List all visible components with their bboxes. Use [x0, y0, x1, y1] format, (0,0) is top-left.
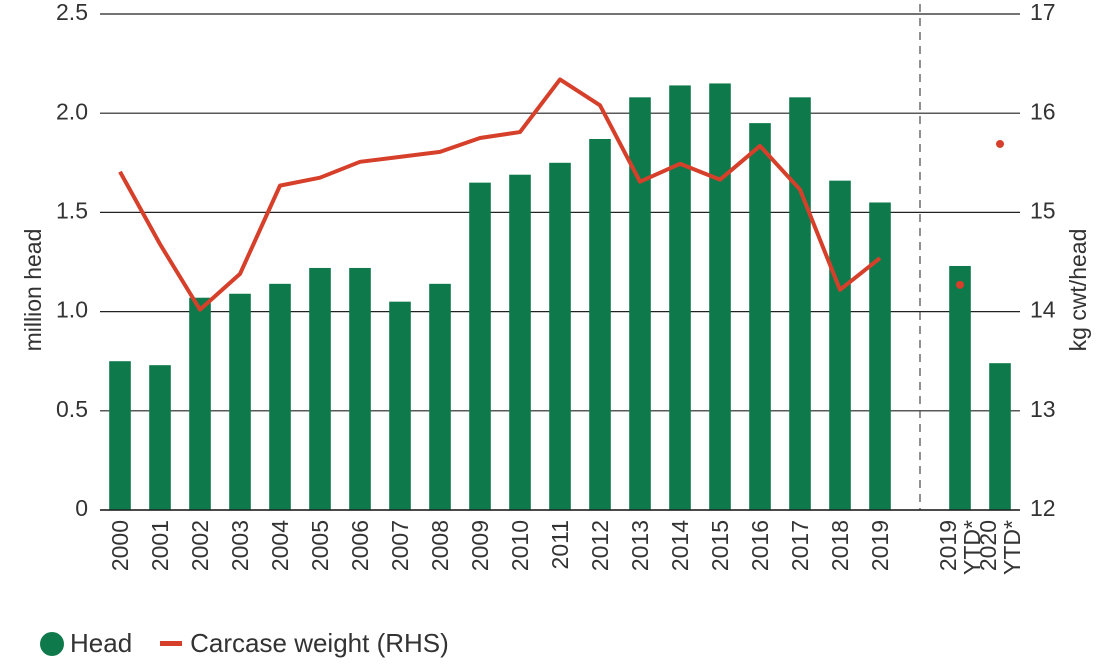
bar: [589, 138, 611, 510]
x-tick-label: 2009: [467, 520, 493, 572]
bar: [109, 361, 131, 510]
y-tick-label: 1.5: [56, 197, 88, 223]
legend: Head Carcase weight (RHS): [40, 628, 449, 659]
y2-tick-label: 17: [1030, 0, 1056, 25]
bar: [829, 180, 851, 510]
bar: [949, 265, 971, 510]
legend-swatch-line: [160, 641, 183, 646]
x-tick-label: 2004: [267, 520, 293, 572]
bar: [509, 174, 531, 511]
bar: [629, 97, 651, 510]
bar: [189, 297, 211, 510]
y2-axis-title: kg cwt/head: [1065, 229, 1091, 352]
bar: [549, 162, 571, 511]
x-tick-label: 2016: [747, 520, 773, 572]
bar: [669, 85, 691, 510]
x-tick-label: 2018: [827, 520, 853, 572]
x-tick-label: 2002: [187, 520, 213, 572]
y-axis-title: million head: [20, 229, 46, 352]
x-tick-label: 2019: [867, 520, 893, 572]
bar: [869, 202, 891, 511]
x-tick-label: 2010: [507, 520, 533, 572]
x-tick-label: 2014: [667, 520, 693, 572]
line-point: [996, 139, 1004, 148]
y-tick-label: 2.5: [56, 0, 88, 25]
y2-tick-label: 12: [1030, 495, 1056, 521]
line-point: [956, 280, 964, 289]
y2-tick-label: 13: [1030, 396, 1056, 422]
x-tick-label: 2006: [347, 520, 373, 572]
bar: [349, 267, 371, 510]
x-tick-label: 2017: [787, 520, 813, 572]
x-tick-label: 2000: [107, 520, 133, 572]
x-tick-label: 2005: [307, 520, 333, 572]
bar: [389, 301, 411, 510]
bar: [789, 97, 811, 510]
bar: [269, 283, 291, 510]
bar: [309, 267, 331, 510]
y2-tick-label: 15: [1030, 197, 1056, 223]
legend-label: Head: [70, 628, 133, 658]
x-tick-label: 2008: [427, 520, 453, 572]
y-tick-label: 0: [75, 495, 88, 521]
x-tick-label: 2020 YTD*: [975, 520, 1025, 575]
line: [118, 77, 882, 312]
legend-label: Carcase weight (RHS): [190, 628, 449, 658]
x-tick-label: 2003: [227, 520, 253, 572]
legend-swatch-circle: [40, 631, 64, 656]
bar: [149, 365, 171, 510]
bar: [229, 293, 251, 510]
x-tick-label: 2011: [547, 520, 573, 570]
bar: [469, 182, 491, 510]
x-tick-label: 2013: [627, 520, 653, 572]
y2-tick-label: 16: [1030, 98, 1056, 124]
x-tick-label: 2015: [707, 520, 733, 572]
y2-tick-label: 14: [1030, 297, 1056, 323]
bar: [429, 283, 451, 510]
y-tick-label: 0.5: [56, 396, 88, 422]
x-tick-label: 2007: [387, 520, 413, 572]
bar: [709, 83, 731, 510]
bar: [989, 363, 1011, 510]
bar: [749, 123, 771, 511]
y-tick-label: 1.0: [56, 297, 88, 323]
x-tick-label: 2012: [587, 520, 613, 572]
y-tick-label: 2.0: [56, 98, 88, 124]
x-tick-label: 2001: [147, 520, 173, 572]
